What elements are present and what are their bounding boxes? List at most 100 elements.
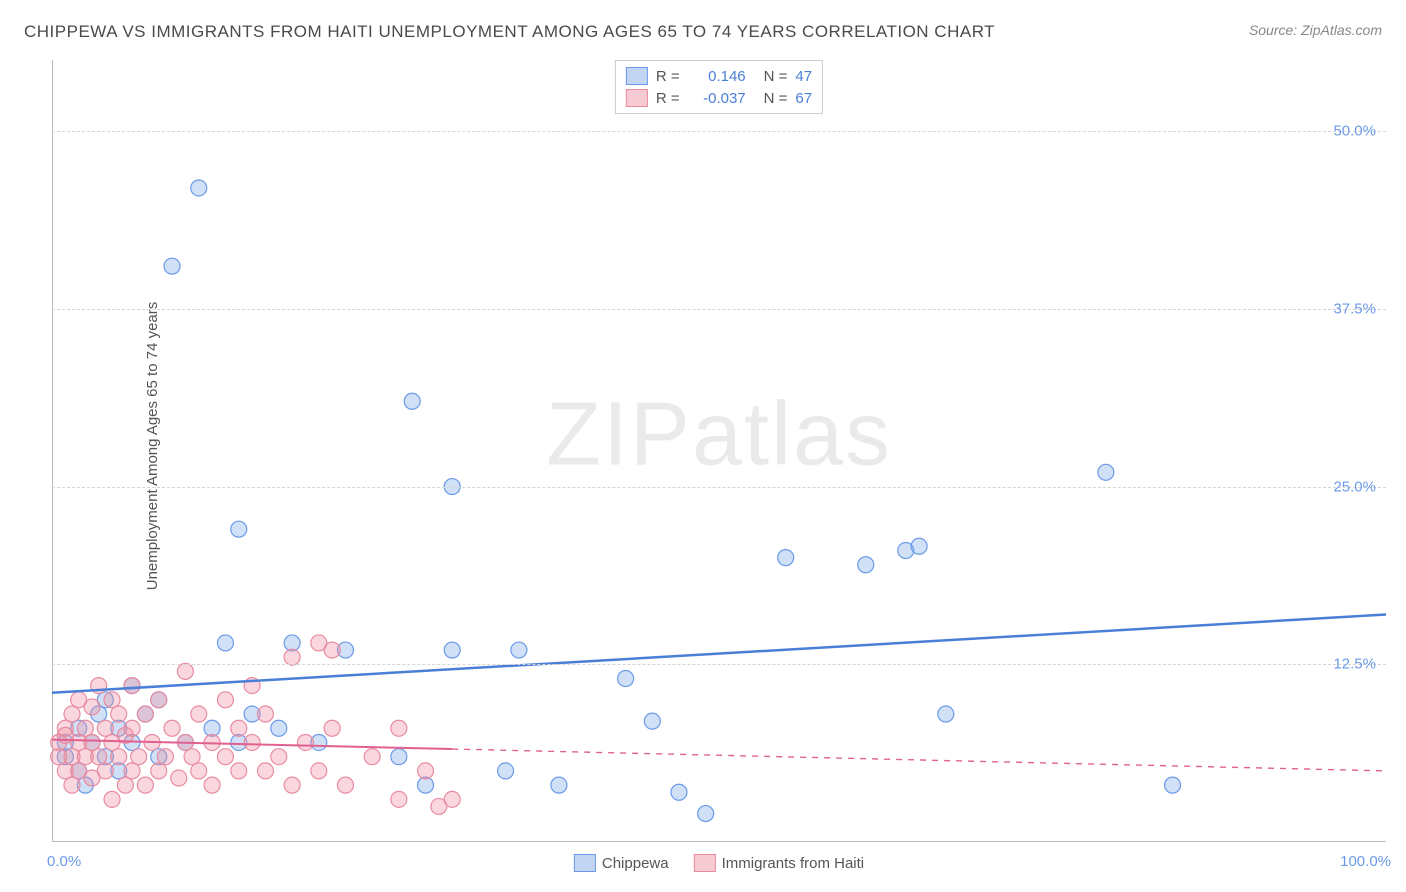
- swatch-pink: [694, 854, 716, 872]
- source-attribution: Source: ZipAtlas.com: [1249, 22, 1382, 38]
- scatter-point: [164, 258, 180, 274]
- scatter-point: [284, 649, 300, 665]
- scatter-point: [111, 706, 127, 722]
- trend-line: [52, 615, 1386, 693]
- legend-label-haiti: Immigrants from Haiti: [722, 855, 865, 872]
- plot-area: ZIPatlas R = 0.146 N = 47 R = -0.037 N =…: [52, 60, 1386, 842]
- scatter-point: [444, 791, 460, 807]
- gridline: [52, 131, 1386, 132]
- scatter-point: [391, 720, 407, 736]
- scatter-point: [257, 706, 273, 722]
- scatter-point: [297, 734, 313, 750]
- scatter-point: [217, 749, 233, 765]
- y-tick-label: 12.5%: [1333, 656, 1376, 673]
- trend-line-dashed: [452, 749, 1386, 771]
- scatter-point: [271, 749, 287, 765]
- scatter-point: [124, 763, 140, 779]
- scatter-point: [131, 749, 147, 765]
- scatter-point: [124, 720, 140, 736]
- scatter-point: [938, 706, 954, 722]
- scatter-point: [124, 678, 140, 694]
- scatter-point: [364, 749, 380, 765]
- scatter-point: [184, 749, 200, 765]
- n-value-haiti: 67: [795, 90, 812, 107]
- scatter-point: [64, 777, 80, 793]
- scatter-point: [77, 720, 93, 736]
- scatter-point: [231, 763, 247, 779]
- series-legend: Chippewa Immigrants from Haiti: [574, 854, 864, 872]
- r-label: R =: [656, 90, 680, 107]
- legend-row-haiti: R = -0.037 N = 67: [626, 87, 812, 109]
- scatter-point: [444, 642, 460, 658]
- scatter-point: [151, 763, 167, 779]
- scatter-point: [418, 763, 434, 779]
- scatter-point: [1165, 777, 1181, 793]
- scatter-point: [391, 791, 407, 807]
- scatter-point: [418, 777, 434, 793]
- scatter-point: [157, 749, 173, 765]
- scatter-point: [911, 538, 927, 554]
- scatter-point: [618, 670, 634, 686]
- n-label: N =: [764, 90, 788, 107]
- scatter-point: [284, 777, 300, 793]
- scatter-point: [84, 734, 100, 750]
- scatter-point: [137, 777, 153, 793]
- r-label: R =: [656, 68, 680, 85]
- scatter-point: [191, 706, 207, 722]
- gridline: [52, 487, 1386, 488]
- x-max-label: 100.0%: [1340, 853, 1391, 870]
- correlation-legend: R = 0.146 N = 47 R = -0.037 N = 67: [615, 60, 823, 114]
- scatter-point: [217, 692, 233, 708]
- scatter-point: [284, 635, 300, 651]
- scatter-point: [244, 734, 260, 750]
- scatter-point: [191, 763, 207, 779]
- scatter-point: [104, 692, 120, 708]
- legend-row-chippewa: R = 0.146 N = 47: [626, 65, 812, 87]
- legend-label-chippewa: Chippewa: [602, 855, 669, 872]
- chart-title: CHIPPEWA VS IMMIGRANTS FROM HAITI UNEMPL…: [24, 22, 995, 42]
- scatter-point: [191, 180, 207, 196]
- r-value-haiti: -0.037: [688, 90, 746, 107]
- y-tick-label: 50.0%: [1333, 123, 1376, 140]
- scatter-point: [151, 692, 167, 708]
- scatter-svg: [52, 60, 1386, 842]
- scatter-point: [311, 763, 327, 779]
- swatch-blue: [574, 854, 596, 872]
- gridline: [52, 309, 1386, 310]
- scatter-point: [217, 635, 233, 651]
- swatch-blue: [626, 67, 648, 85]
- scatter-point: [551, 777, 567, 793]
- y-tick-label: 37.5%: [1333, 300, 1376, 317]
- scatter-point: [231, 521, 247, 537]
- swatch-pink: [626, 89, 648, 107]
- legend-item-haiti: Immigrants from Haiti: [694, 854, 865, 872]
- scatter-point: [171, 770, 187, 786]
- scatter-point: [778, 550, 794, 566]
- scatter-point: [204, 720, 220, 736]
- scatter-point: [498, 763, 514, 779]
- n-value-chippewa: 47: [795, 68, 812, 85]
- scatter-point: [117, 777, 133, 793]
- scatter-point: [324, 642, 340, 658]
- scatter-point: [164, 720, 180, 736]
- scatter-point: [104, 791, 120, 807]
- scatter-point: [91, 749, 107, 765]
- scatter-point: [57, 720, 73, 736]
- scatter-point: [84, 699, 100, 715]
- scatter-point: [271, 720, 287, 736]
- scatter-point: [64, 706, 80, 722]
- scatter-point: [698, 806, 714, 822]
- scatter-point: [324, 720, 340, 736]
- legend-item-chippewa: Chippewa: [574, 854, 669, 872]
- scatter-point: [111, 749, 127, 765]
- scatter-point: [204, 777, 220, 793]
- scatter-point: [97, 763, 113, 779]
- x-min-label: 0.0%: [47, 853, 81, 870]
- scatter-point: [137, 706, 153, 722]
- scatter-point: [1098, 464, 1114, 480]
- y-tick-label: 25.0%: [1333, 478, 1376, 495]
- gridline: [52, 664, 1386, 665]
- r-value-chippewa: 0.146: [688, 68, 746, 85]
- scatter-point: [337, 777, 353, 793]
- scatter-point: [97, 720, 113, 736]
